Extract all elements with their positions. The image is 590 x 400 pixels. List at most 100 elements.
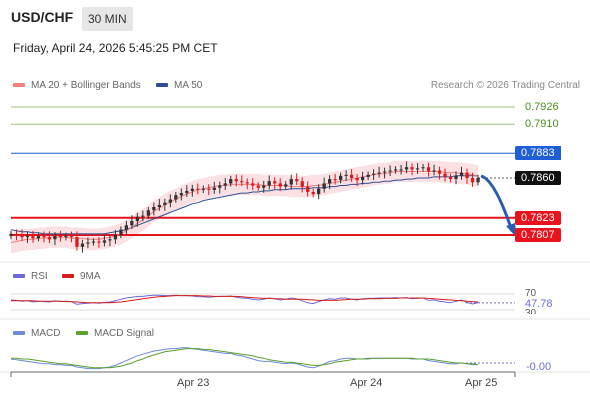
candle-body: [437, 170, 442, 174]
candle-body: [448, 176, 453, 180]
candle-body: [42, 236, 46, 238]
candle-body: [201, 188, 205, 190]
macd-signal-line: [11, 348, 479, 369]
candle-body: [388, 170, 392, 172]
candle-body: [284, 184, 288, 187]
candle-body: [399, 169, 403, 171]
candle-body: [240, 181, 244, 183]
ma50-line: [10, 175, 478, 235]
candle-body: [53, 236, 57, 240]
candle-body: [333, 179, 337, 181]
candle-body: [256, 185, 260, 188]
candle-body: [179, 193, 183, 196]
research-credit: Research © 2026 Trading Central: [430, 80, 580, 91]
candle-body: [372, 173, 376, 175]
legend-rsi-ma-label: 9MA: [80, 271, 101, 282]
candle-body: [69, 236, 74, 238]
ma50-swatch-icon: [156, 83, 168, 88]
price-level-label: 0.7860: [515, 170, 561, 185]
price-level-label: 0.7807: [515, 228, 561, 242]
rsi-ma-line: [11, 295, 479, 304]
rsi-level-30: 30: [525, 308, 537, 314]
candle-body: [20, 235, 24, 238]
candle-body: [207, 188, 211, 190]
candle-body: [91, 241, 96, 243]
candle-body: [273, 181, 277, 184]
price-level-label: 0.7883: [515, 146, 561, 161]
candle-body: [432, 170, 436, 172]
legend-ma20: MA 20 + Bollinger Bands: [13, 80, 141, 91]
legend-rsi: RSI: [13, 271, 48, 282]
legend-ma50: MA 50: [156, 80, 202, 91]
x-tick-apr-24: Apr 24: [350, 377, 383, 389]
forecast-arrow-head-icon: [506, 223, 517, 238]
candle-body: [36, 236, 41, 239]
candle-body: [377, 172, 381, 174]
candle-body: [190, 188, 194, 191]
candle-body: [146, 210, 150, 216]
candle-body: [157, 204, 161, 208]
rsi-level-70: 70: [525, 288, 537, 299]
candle-body: [306, 186, 310, 192]
candle-body: [443, 173, 447, 177]
rsi-current-value: 47.78: [525, 298, 553, 310]
candle-body: [262, 185, 266, 188]
candle-body: [311, 192, 315, 195]
candle-body: [328, 179, 332, 184]
candle-body: [383, 171, 387, 173]
candle-body: [415, 168, 420, 170]
candle-body: [410, 167, 414, 170]
candle-body: [130, 221, 134, 226]
candle-body: [421, 167, 425, 169]
candle-body: [289, 179, 293, 185]
candle-body: [245, 182, 249, 184]
candle-body: [229, 179, 233, 184]
candle-body: [196, 188, 200, 190]
candle-body: [218, 185, 222, 188]
rsi-ma-swatch-icon: [62, 274, 74, 279]
candle-body: [295, 179, 299, 182]
legend-rsi-ma: 9MA: [62, 271, 101, 282]
candle-body: [394, 169, 398, 171]
candle-body: [163, 202, 167, 205]
legend-macd: MACD: [13, 328, 60, 339]
candle-body: [168, 199, 172, 203]
candle-body: [234, 179, 238, 182]
macd-swatch-icon: [13, 331, 25, 336]
price-level-label: 0.7910: [525, 118, 559, 131]
candle-body: [339, 175, 343, 181]
candle-body: [317, 188, 321, 195]
candle-body: [355, 178, 359, 181]
candle-body: [124, 225, 128, 230]
macd-current-value: -0.00: [526, 361, 552, 373]
legend-ma50-label: MA 50: [174, 80, 203, 91]
candle-body: [141, 215, 145, 217]
candle-body: [31, 236, 35, 239]
candle-body: [185, 190, 189, 194]
candle-body: [322, 183, 326, 189]
macd-signal-swatch-icon: [76, 331, 88, 336]
legend-macd-signal: MACD Signal: [76, 328, 154, 339]
interval-button[interactable]: 30 MIN: [82, 7, 133, 31]
legend-macd-signal-label: MACD Signal: [94, 328, 155, 339]
candle-body: [80, 243, 85, 247]
chart-header: USD/CHF 30 MIN: [0, 0, 590, 34]
candle-body: [25, 236, 30, 238]
candle-body: [174, 195, 178, 200]
candle-body: [344, 174, 348, 176]
candle-body: [14, 233, 19, 235]
legend-rsi-label: RSI: [31, 271, 48, 282]
candle-body: [64, 236, 68, 238]
candle-body: [113, 235, 118, 240]
candle-body: [58, 236, 63, 238]
candle-body: [9, 233, 13, 237]
candle-body: [47, 237, 52, 240]
candle-body: [278, 183, 282, 187]
symbol-title: USD/CHF: [11, 9, 74, 25]
candle-body: [102, 240, 107, 243]
chart-datetime: Friday, April 24, 2026 5:45:25 PM CET: [13, 41, 218, 55]
candle-body: [470, 178, 475, 183]
x-tick-apr-25: Apr 25: [465, 377, 498, 389]
legend-macd-label: MACD: [31, 328, 61, 339]
